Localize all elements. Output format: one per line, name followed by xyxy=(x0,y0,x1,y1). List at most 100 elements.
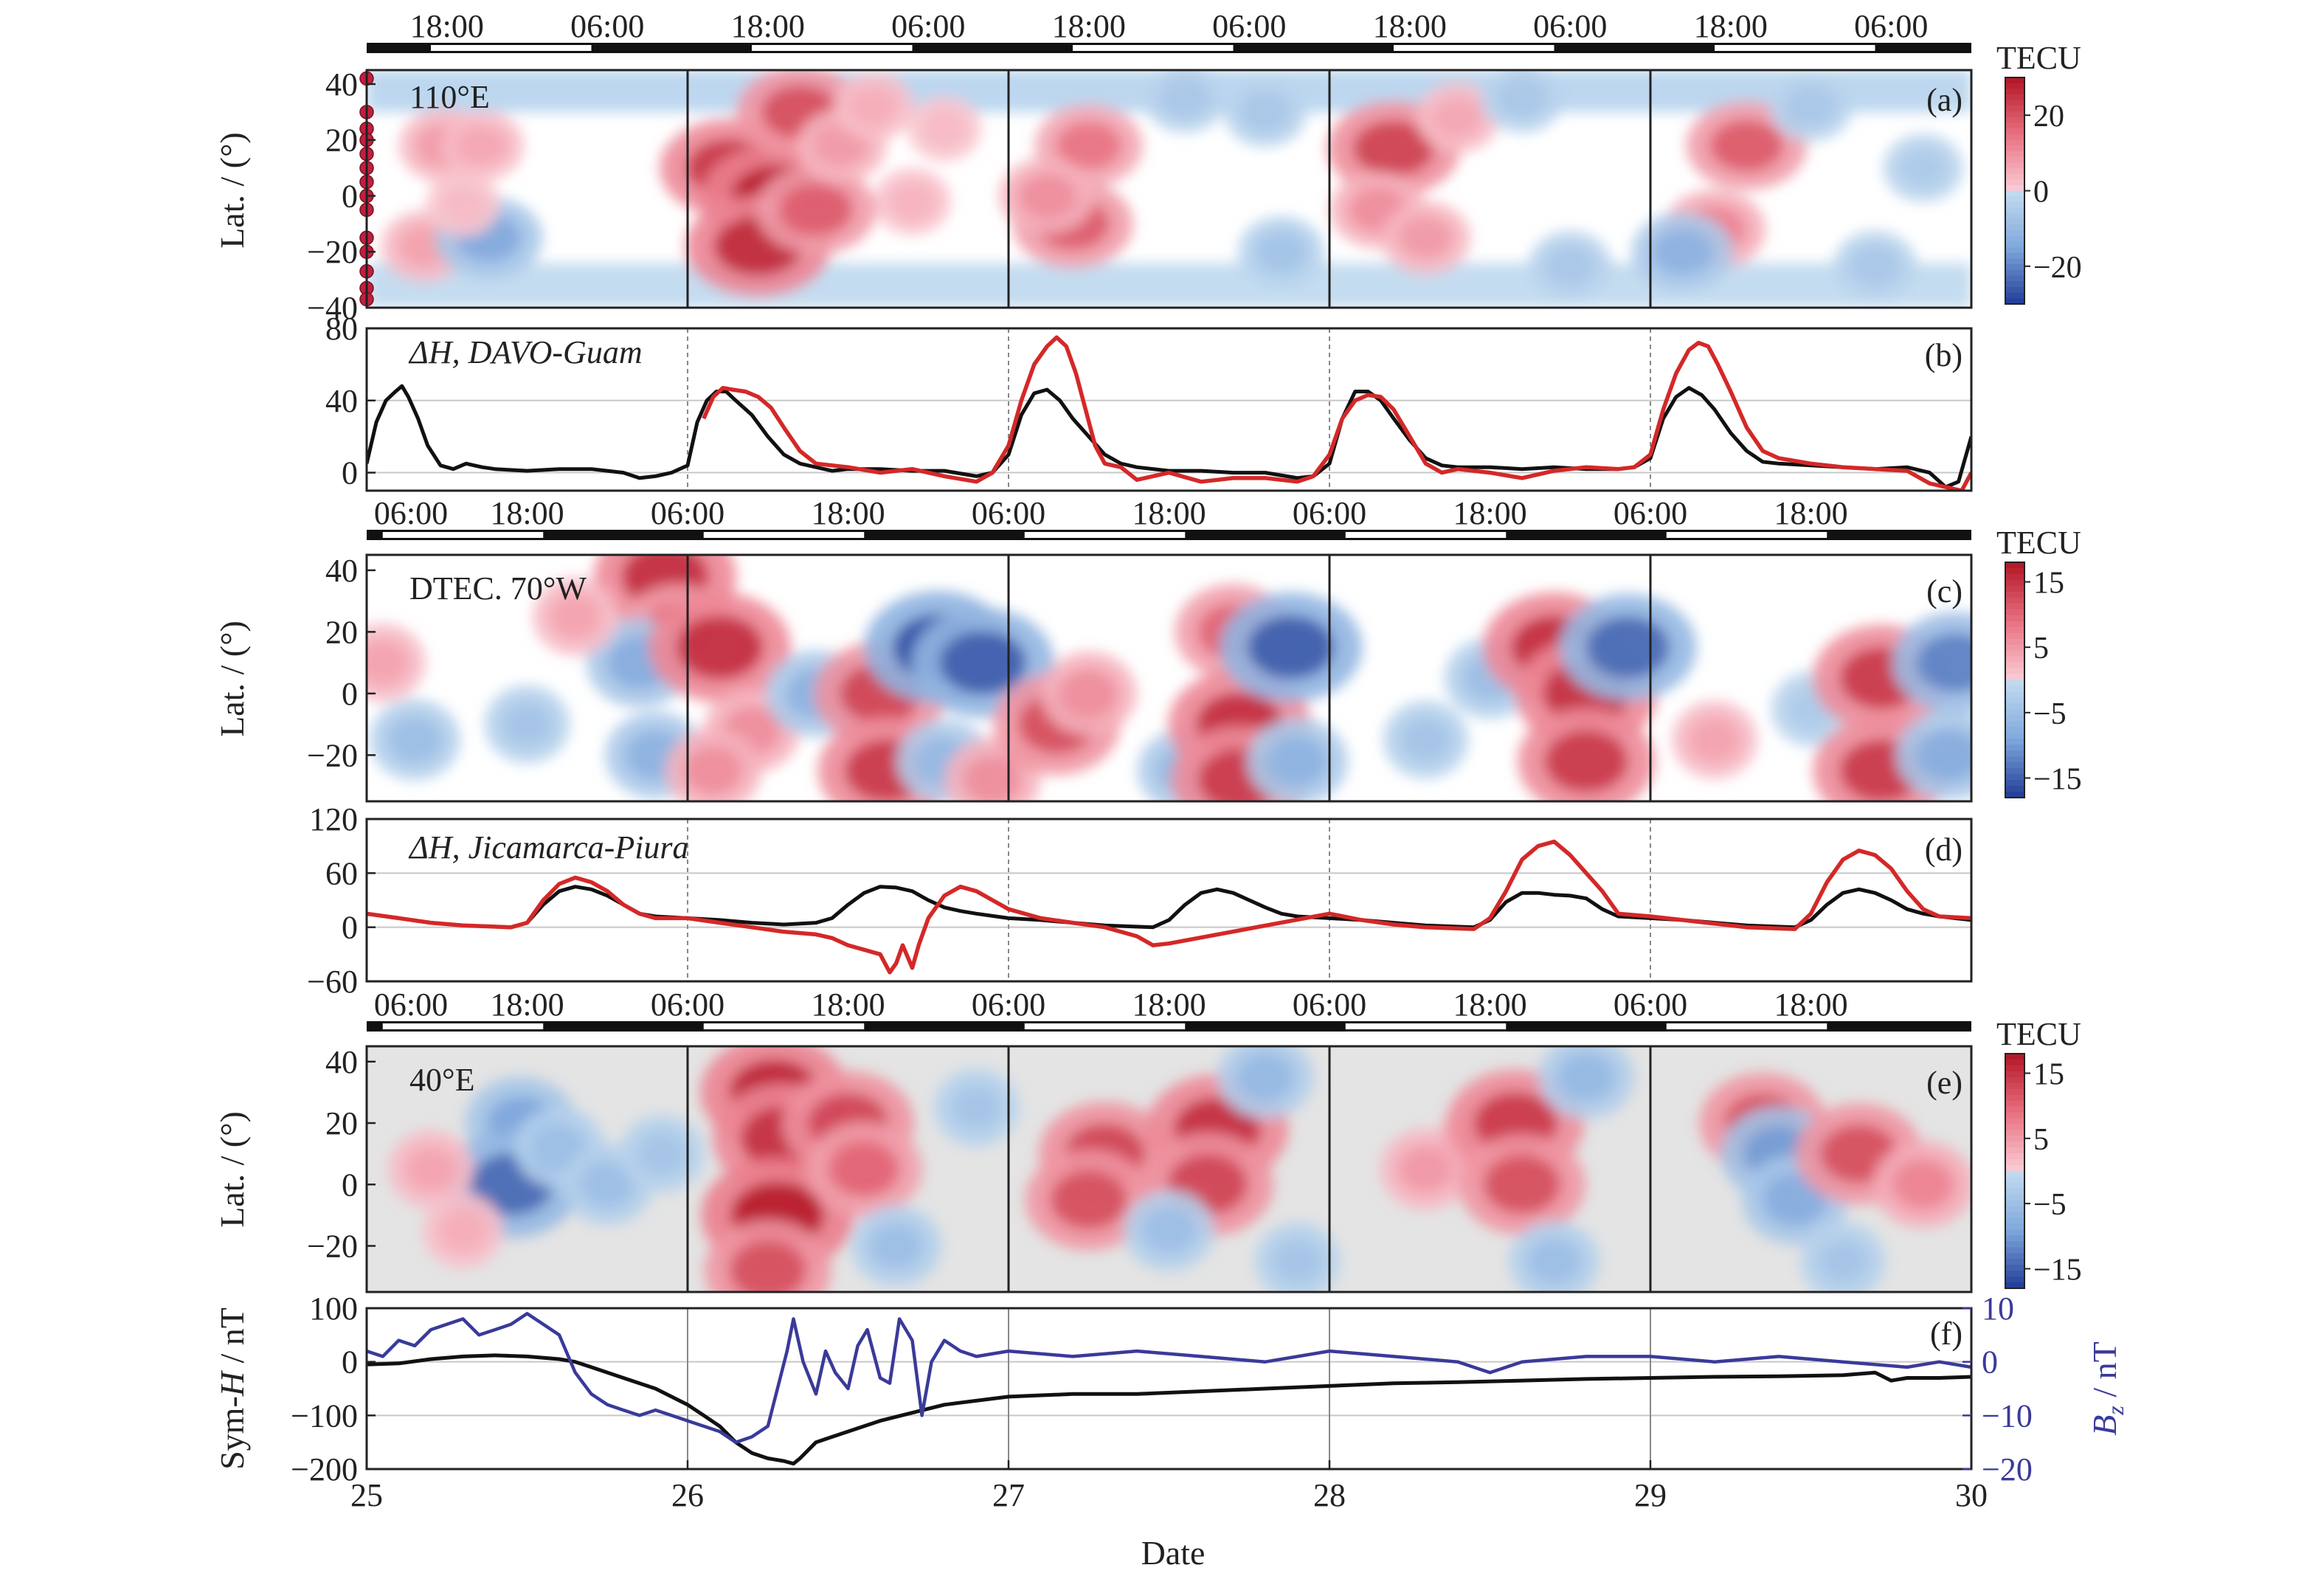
top-time-tick: 18:00 xyxy=(731,8,805,44)
x-ticks-f: 25 26 27 28 29 30 xyxy=(350,1460,1988,1513)
y-tick-label: 0 xyxy=(342,1167,358,1203)
plot-frame-d xyxy=(365,818,1973,983)
colorbar-tick-label: 15 xyxy=(2033,567,2064,601)
top-time-tick: 18:00 xyxy=(490,495,564,531)
y-tick-label: 20 xyxy=(325,122,358,159)
colorbar-cell xyxy=(2005,1082,2024,1090)
colorbar-cell xyxy=(2005,609,2024,616)
colorbar-cell xyxy=(2005,1182,2024,1189)
colorbar-cell xyxy=(2005,597,2024,604)
colorbar-cell xyxy=(2005,151,2024,158)
colorbar-cell xyxy=(2005,106,2024,112)
colorbar-cell xyxy=(2005,1194,2024,1201)
y-tick-label: 40 xyxy=(325,1044,358,1080)
colorbar-cell xyxy=(2005,1212,2024,1219)
y2-tick-label: 0 xyxy=(1982,1344,1998,1381)
colorbar-cell xyxy=(2005,1159,2024,1166)
series-line-reference xyxy=(367,384,1971,489)
heatmap-cell xyxy=(1141,1206,1197,1254)
colorbar-cell xyxy=(2005,1071,2024,1078)
panel-label-a: (a) xyxy=(1926,82,1962,118)
colorbar-cell xyxy=(2005,298,2024,305)
colorbar-cell xyxy=(2005,715,2024,722)
top-time-tick: 18:00 xyxy=(1453,987,1526,1023)
day-segment xyxy=(1394,45,1554,51)
colorbar-cell xyxy=(2005,94,2024,101)
panel-b: 80 40 0 ΔH, DAVO-Guam (b) xyxy=(325,311,1973,492)
panel-label-b: (b) xyxy=(1925,337,1962,373)
top-time-tick: 06:00 xyxy=(374,987,448,1023)
colorbar-cell xyxy=(2005,235,2024,243)
day-segment xyxy=(1715,45,1875,51)
heatmap-cell xyxy=(849,86,899,127)
heatmap-cell xyxy=(579,1161,635,1209)
y-tick-label: 0 xyxy=(342,910,358,946)
colorbar-cell xyxy=(2005,1217,2024,1225)
day-segment xyxy=(1345,532,1507,538)
plot-frame-c xyxy=(365,553,1973,803)
annotation-a: 110°E xyxy=(409,79,490,115)
y-tick-label: 40 xyxy=(325,383,358,419)
annotation-c: DTEC. 70°W xyxy=(409,570,587,607)
y-ticks-f: 100 0 −100 −200 xyxy=(291,1291,376,1488)
colorbar-cell xyxy=(2005,1059,2024,1066)
heatmap-cell xyxy=(1432,97,1484,138)
panel-d: 120 60 0 −60 ΔH, Jicamarca-Piura (d) xyxy=(307,801,1973,1000)
day-segment xyxy=(1024,1023,1186,1029)
colorbar-cell xyxy=(2005,264,2024,271)
colorbar-cell xyxy=(2005,579,2024,587)
lines-f xyxy=(367,1312,1971,1466)
heatmap-cell xyxy=(1544,245,1596,286)
y-tick-label: 0 xyxy=(342,178,358,214)
colorbar-cell xyxy=(2005,1276,2024,1283)
colorbar-cell xyxy=(2005,190,2024,197)
ylabel-e: Lat. / (°) xyxy=(213,1111,251,1228)
heatmap-cell xyxy=(1400,716,1452,763)
colorbar-cell xyxy=(2005,162,2024,169)
heatmap-cell xyxy=(1651,228,1714,275)
colorbar-cell xyxy=(2005,1259,2024,1265)
panel-label-d: (d) xyxy=(1925,832,1962,868)
top-time-tick: 06:00 xyxy=(1293,495,1366,531)
day-segment xyxy=(1666,532,1827,538)
x-tick-label: 29 xyxy=(1634,1477,1667,1513)
colorbar-cell xyxy=(2005,750,2024,757)
colorbar-cell xyxy=(2005,1235,2024,1242)
colorbar-cell xyxy=(2005,1094,2024,1102)
heatmap-cell xyxy=(729,1241,807,1292)
colorbar-cell xyxy=(2005,156,2024,163)
colorbar-unit: TECU xyxy=(1996,1016,2081,1052)
colorbar-cell xyxy=(2005,727,2024,733)
colorbar-cell xyxy=(2005,292,2024,299)
x-tick-label: 30 xyxy=(1955,1477,1988,1513)
colorbar-cell xyxy=(2005,218,2024,226)
colorbar-cell xyxy=(2005,241,2024,248)
colorbar-cell xyxy=(2005,286,2024,294)
colorbar-cell xyxy=(2005,258,2024,265)
heatmap-cell xyxy=(676,615,764,680)
daynight-bar-c xyxy=(367,530,1971,540)
colorbar-cell xyxy=(2005,733,2024,739)
colorbar-tick-label: 5 xyxy=(2033,1123,2049,1157)
top-time-tick: 18:00 xyxy=(490,987,564,1023)
colorbar-frame xyxy=(2005,1053,2025,1289)
day-segment xyxy=(382,1023,544,1029)
heatmap-cell xyxy=(1586,616,1670,679)
colorbar-cell xyxy=(2005,1171,2024,1178)
lines-d xyxy=(367,839,1971,975)
day-segment xyxy=(1073,45,1234,51)
colorbar-cell xyxy=(2005,1118,2024,1124)
y-tick-label: −200 xyxy=(291,1451,358,1488)
colorbar-cell xyxy=(2005,1282,2024,1289)
colorbar-cell xyxy=(2005,1136,2024,1142)
panel-label-f: (f) xyxy=(1930,1316,1962,1352)
colorbar-a: TECU 20 0 −20 xyxy=(1996,40,2082,305)
colorbar-cell xyxy=(2005,662,2024,669)
heatmap-cell xyxy=(963,755,1022,801)
ylabel-a: Lat. / (°) xyxy=(213,132,251,249)
day-segment xyxy=(1024,532,1186,538)
heatmap-cell xyxy=(1496,77,1548,119)
colorbar-cell xyxy=(2005,638,2024,646)
